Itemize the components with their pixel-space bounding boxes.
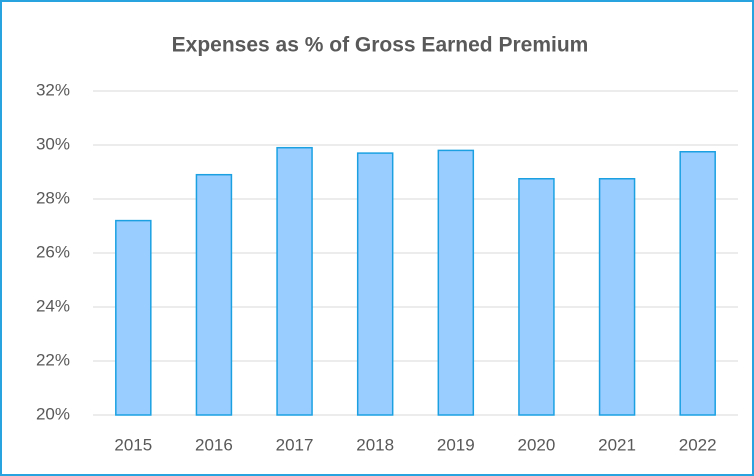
bar	[356, 152, 394, 416]
x-tick-label: 2021	[598, 435, 636, 454]
bar	[679, 151, 716, 416]
bar	[518, 178, 555, 416]
x-tick-label: 2020	[518, 435, 556, 454]
y-tick-label: 26%	[36, 242, 70, 261]
y-tick-label: 22%	[36, 350, 70, 369]
x-tick-label: 2019	[437, 435, 475, 454]
x-tick-label: 2016	[195, 435, 233, 454]
x-tick-label: 2017	[276, 435, 314, 454]
x-tick-label: 2015	[114, 435, 152, 454]
bar	[115, 219, 152, 416]
bar	[437, 149, 475, 416]
x-tick-label: 2022	[679, 435, 717, 454]
bar	[276, 146, 313, 416]
chart-title: Expenses as % of Gross Earned Premium	[172, 34, 589, 57]
y-tick-label: 30%	[36, 134, 70, 153]
bar	[598, 178, 636, 416]
y-tick-label: 20%	[36, 404, 70, 423]
y-tick-label: 28%	[36, 188, 70, 207]
y-tick-label: 24%	[36, 296, 70, 315]
x-tick-label: 2018	[356, 435, 394, 454]
bar	[195, 173, 233, 416]
y-tick-label: 32%	[36, 80, 70, 99]
